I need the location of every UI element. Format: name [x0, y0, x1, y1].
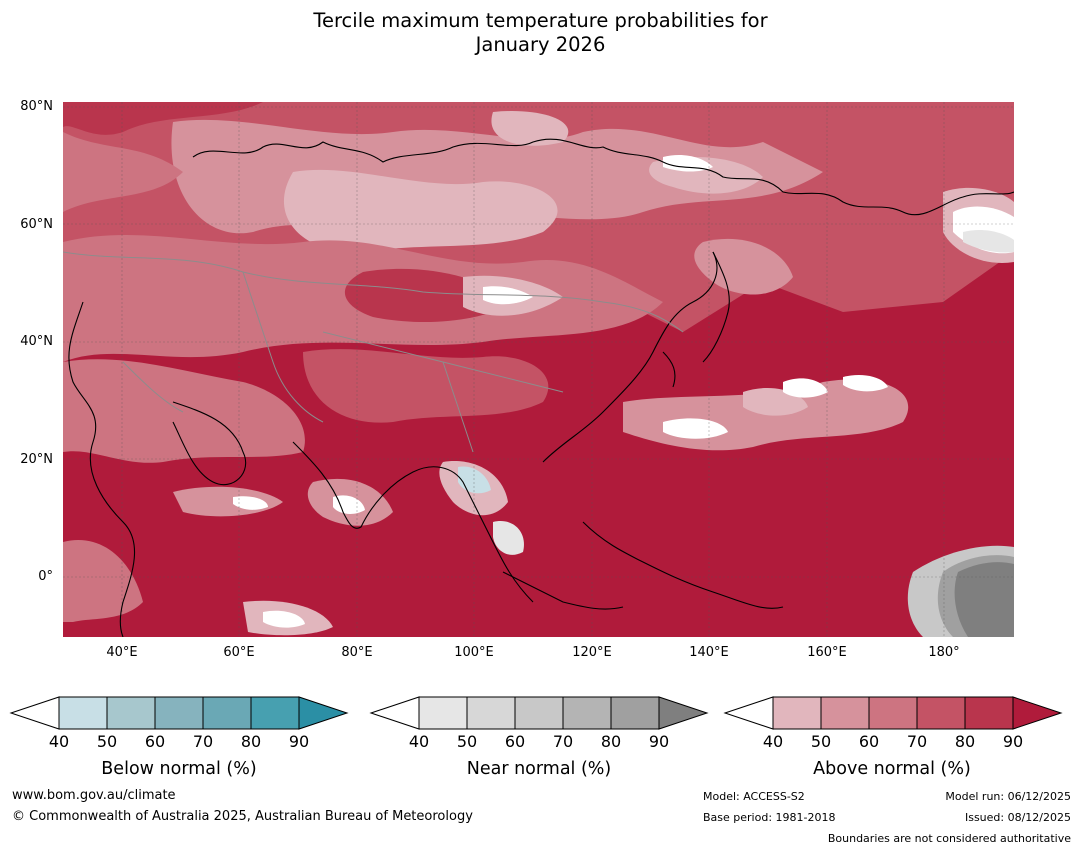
below-swatch-2 — [106, 696, 156, 730]
above-tick-60: 60 — [858, 732, 880, 751]
lat-label-80n: 80°N — [20, 99, 53, 114]
below-tick-90: 90 — [288, 732, 310, 751]
below-swatch-3 — [154, 696, 204, 730]
copyright-text: © Commonwealth of Australia 2025, Austra… — [12, 809, 473, 824]
below-tick-80: 80 — [240, 732, 262, 751]
below-tick-50: 50 — [96, 732, 118, 751]
above-tick-90: 90 — [1002, 732, 1024, 751]
above-swatch-4 — [916, 696, 966, 730]
map-canvas — [63, 102, 1014, 637]
region-pacific-white-3 — [843, 375, 888, 392]
model-run-info: Model run: 06/12/2025 — [945, 790, 1071, 803]
above-swatch-1 — [772, 696, 822, 730]
colorbar-near-svg — [369, 696, 709, 730]
boundaries-disclaimer: Boundaries are not considered authoritat… — [827, 832, 1071, 845]
region-indian-ocean-white — [263, 610, 305, 628]
below-normal-label: Below normal (%) — [101, 759, 257, 779]
below-tick-60: 60 — [144, 732, 166, 751]
below-swatch-1 — [58, 696, 108, 730]
lon-label-60e: 60°E — [223, 645, 255, 660]
region-siberia-lighter — [283, 169, 558, 253]
model-info: Model: ACCESS-S2 — [703, 790, 805, 803]
above-normal-label: Above normal (%) — [813, 759, 971, 779]
above-swatch-3 — [868, 696, 918, 730]
lon-label-180: 180° — [928, 645, 960, 660]
base-period-info: Base period: 1981-2018 — [703, 811, 836, 824]
colorbar-above-svg — [723, 696, 1063, 730]
lon-label-140e: 140°E — [689, 645, 729, 660]
website-link[interactable]: www.bom.gov.au/climate — [12, 788, 176, 803]
near-tick-70: 70 — [552, 732, 574, 751]
below-over-triangle — [298, 696, 349, 730]
region-europe — [63, 132, 183, 212]
near-swatch-1 — [418, 696, 468, 730]
region-okhotsk — [694, 238, 793, 295]
near-swatch-2 — [466, 696, 516, 730]
coastlines — [68, 138, 1014, 637]
above-tick-50: 50 — [810, 732, 832, 751]
near-tick-40: 40 — [408, 732, 430, 751]
lat-label-0: 0° — [38, 569, 53, 584]
region-arctic-west — [63, 102, 263, 135]
above-tick-70: 70 — [906, 732, 928, 751]
near-tick-60: 60 — [504, 732, 526, 751]
above-swatch-5 — [964, 696, 1014, 730]
near-normal-label: Near normal (%) — [466, 759, 612, 779]
lon-label-120e: 120°E — [572, 645, 612, 660]
lat-label-40n: 40°N — [20, 334, 53, 349]
region-equatorial-near-dark — [954, 562, 1014, 637]
region-pacific-white-2 — [663, 418, 728, 439]
above-tick-80: 80 — [954, 732, 976, 751]
below-under-triangle — [9, 696, 60, 730]
region-pacific-white-1 — [783, 378, 828, 398]
near-tick-50: 50 — [456, 732, 478, 751]
colorbar-above-normal — [723, 696, 1063, 730]
region-bering-near — [963, 229, 1014, 253]
region-indochina-below — [458, 466, 491, 494]
near-swatch-4 — [562, 696, 612, 730]
region-sumatra-near — [493, 521, 524, 555]
near-under-triangle — [369, 696, 420, 730]
title-line-1: Tercile maximum temperature probabilitie… — [313, 9, 768, 32]
region-arctic-patch — [491, 111, 569, 146]
probability-map — [63, 102, 1014, 637]
above-over-triangle — [1012, 696, 1063, 730]
region-arabian-white — [233, 496, 268, 510]
below-swatch-5 — [250, 696, 300, 730]
below-swatch-4 — [202, 696, 252, 730]
graticule — [63, 102, 1014, 637]
above-swatch-2 — [820, 696, 870, 730]
map-title: Tercile maximum temperature probabilitie… — [0, 9, 1081, 57]
lon-label-100e: 100°E — [454, 645, 494, 660]
lon-label-160e: 160°E — [807, 645, 847, 660]
above-tick-40: 40 — [762, 732, 784, 751]
region-himalaya — [303, 349, 549, 423]
region-middle-east — [63, 359, 305, 463]
colorbar-below-normal — [9, 696, 349, 730]
colorbar-near-normal — [369, 696, 709, 730]
below-tick-40: 40 — [48, 732, 70, 751]
colorbar-below-svg — [9, 696, 349, 730]
title-line-2: January 2026 — [475, 33, 606, 56]
near-swatch-5 — [610, 696, 660, 730]
below-tick-70: 70 — [192, 732, 214, 751]
near-tick-90: 90 — [648, 732, 670, 751]
above-under-triangle — [723, 696, 774, 730]
issued-info: Issued: 08/12/2025 — [964, 811, 1071, 824]
lat-label-20n: 20°N — [20, 452, 53, 467]
near-tick-80: 80 — [600, 732, 622, 751]
country-borders — [63, 251, 684, 453]
lat-label-60n: 60°N — [20, 217, 53, 232]
near-over-triangle — [658, 696, 709, 730]
lon-label-40e: 40°E — [106, 645, 138, 660]
region-far-east-white — [663, 155, 713, 172]
region-india-white — [333, 495, 365, 514]
lon-label-80e: 80°E — [341, 645, 373, 660]
near-swatch-3 — [514, 696, 564, 730]
